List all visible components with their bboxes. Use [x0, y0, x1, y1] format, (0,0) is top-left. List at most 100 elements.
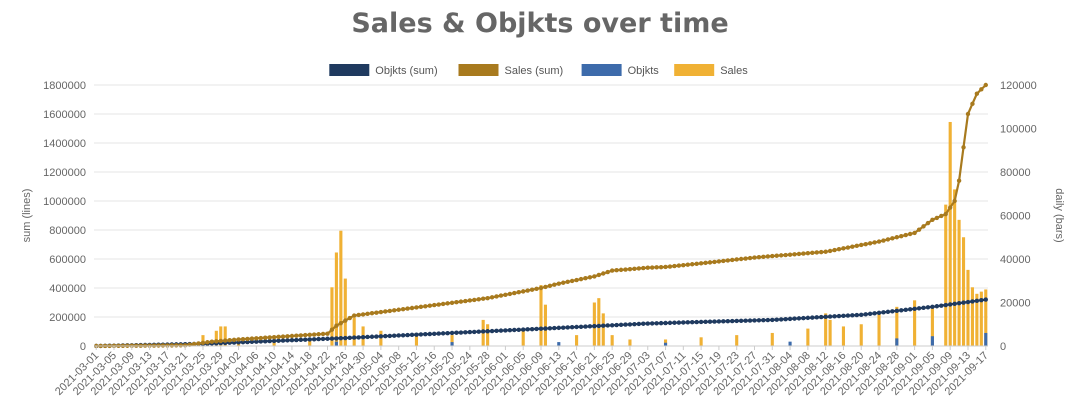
line-point	[965, 299, 971, 305]
line-point	[899, 308, 904, 313]
line-point	[876, 239, 882, 244]
left-tick-label: 600000	[49, 254, 86, 266]
bar-sales	[330, 287, 334, 346]
bar-sales	[770, 332, 774, 346]
line-point	[218, 338, 223, 344]
line-point	[374, 334, 379, 339]
line-point	[810, 250, 815, 256]
line-point	[525, 288, 530, 293]
line-point	[387, 308, 392, 314]
line-point	[498, 328, 504, 333]
line-point	[369, 311, 375, 316]
line-point	[707, 319, 713, 324]
line-point	[489, 295, 495, 300]
line-point	[721, 258, 726, 264]
line-point	[765, 317, 771, 323]
line-point	[881, 310, 886, 315]
daily-bars	[94, 121, 988, 346]
line-point	[392, 333, 397, 338]
bar-sales	[543, 304, 548, 346]
line-point	[623, 267, 628, 272]
line-point	[681, 320, 686, 325]
line-point	[307, 332, 312, 338]
line-point	[587, 324, 593, 329]
line-point	[583, 276, 588, 281]
line-point	[400, 306, 406, 312]
right-tick-label: 100000	[1000, 124, 1037, 136]
line-point	[561, 280, 566, 285]
line-point	[392, 308, 397, 313]
bar-sales	[877, 311, 881, 346]
line-point	[605, 323, 610, 328]
axes: 0200000400000600000800000100000012000001…	[21, 80, 1065, 398]
line-point	[423, 332, 428, 337]
line-point	[850, 313, 855, 318]
line-point	[743, 318, 748, 323]
line-point	[734, 257, 739, 262]
line-point	[245, 339, 250, 345]
line-point	[636, 321, 642, 327]
line-point	[414, 332, 419, 337]
line-point	[819, 314, 824, 320]
line-point	[338, 336, 344, 341]
line-point	[685, 320, 690, 325]
line-point	[507, 291, 513, 297]
line-point	[289, 333, 295, 339]
line-point	[463, 298, 468, 304]
bar-objkts	[788, 341, 792, 346]
legend-swatch	[329, 64, 370, 76]
line-point	[427, 331, 433, 337]
line-point	[956, 178, 962, 183]
line-point	[685, 262, 690, 267]
legend-label: Objkts (sum)	[375, 65, 437, 77]
line-point	[859, 242, 864, 248]
line-point	[792, 316, 797, 321]
line-point	[756, 318, 762, 323]
line-point	[716, 259, 722, 264]
line-point	[841, 313, 846, 319]
bar-objkts	[984, 332, 988, 346]
line-point	[641, 265, 646, 271]
line-point	[810, 315, 815, 320]
bar-sales	[735, 335, 739, 346]
line-point	[725, 258, 731, 263]
right-tick-label: 60000	[1000, 211, 1031, 223]
line-point	[565, 325, 570, 330]
line-point	[409, 332, 415, 338]
bar-sales	[975, 293, 979, 346]
line-point	[943, 302, 948, 308]
line-point	[854, 243, 859, 249]
line-point	[712, 259, 717, 265]
line-point	[907, 231, 913, 237]
line-point	[867, 241, 873, 246]
line-point	[872, 311, 877, 316]
bar-sales	[352, 317, 356, 346]
line-point	[658, 320, 664, 326]
line-point	[743, 256, 748, 261]
line-point	[578, 276, 584, 282]
bar-sales	[201, 335, 205, 346]
line-point	[854, 312, 859, 318]
line-point	[174, 343, 179, 348]
line-point	[521, 327, 526, 332]
line-point	[574, 277, 579, 283]
line-point	[814, 315, 819, 320]
bar-sales	[414, 332, 419, 346]
line-point	[632, 266, 637, 271]
line-point	[378, 309, 384, 315]
line-point	[721, 319, 726, 324]
line-point	[925, 305, 931, 310]
line-point	[294, 333, 299, 338]
line-point	[445, 330, 450, 336]
line-point	[916, 306, 922, 311]
line-point	[316, 332, 321, 337]
line-point	[827, 248, 833, 254]
line-point	[649, 321, 655, 326]
line-point	[698, 319, 704, 325]
line-point	[196, 341, 201, 346]
line-point	[254, 336, 259, 341]
bar-objkts	[557, 342, 561, 346]
line-point	[240, 339, 246, 345]
left-tick-label: 800000	[49, 225, 86, 237]
line-point	[979, 298, 984, 303]
